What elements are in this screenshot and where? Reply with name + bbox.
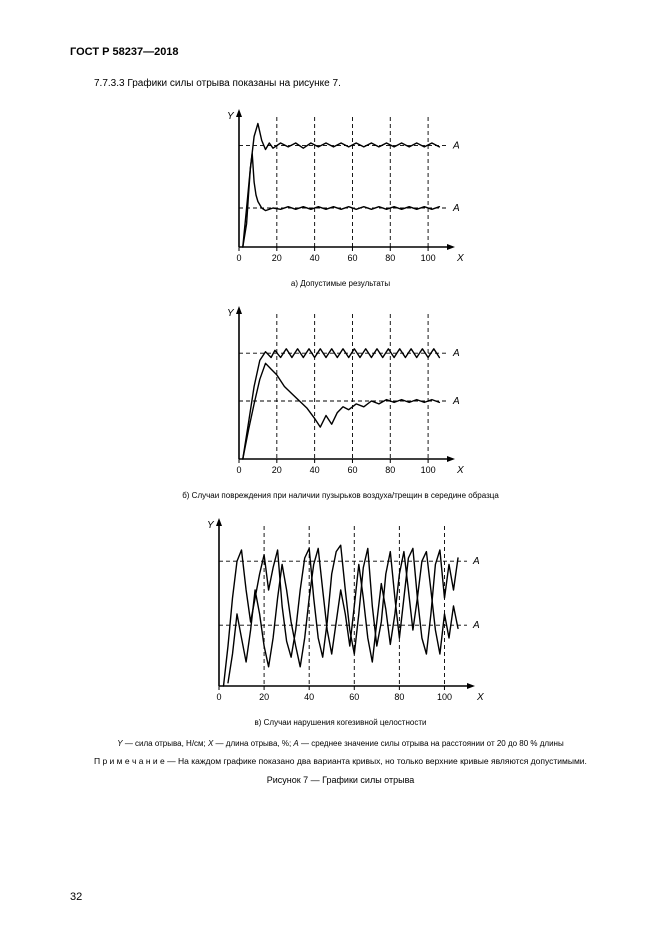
note-text: — На каждом графике показано два вариант… xyxy=(167,756,587,766)
charts-host: A A 0 20 40 60 80 100 Y Xа) Допустимые результаты… xyxy=(70,103,611,727)
x-axis-arrow xyxy=(447,456,455,462)
curve-upper_acceptable xyxy=(242,124,439,248)
x-tick-label: 40 xyxy=(304,692,314,702)
note-label: П р и м е ч а н и е xyxy=(94,756,165,766)
x-tick-label: 0 xyxy=(216,692,221,702)
doc-header: ГОСТ Р 58237—2018 xyxy=(70,46,611,58)
page-number: 32 xyxy=(70,891,82,903)
x-tick-label: 0 xyxy=(236,465,241,475)
x-tick-label: 20 xyxy=(271,253,281,263)
x-tick-label: 40 xyxy=(309,253,319,263)
curve-cohesive1 xyxy=(223,545,458,686)
x-axis-arrow xyxy=(467,683,475,689)
y-axis-label: Y xyxy=(227,111,235,122)
y-axis-label: Y xyxy=(207,520,215,531)
y-axis-arrow xyxy=(236,306,242,314)
x-tick-label: 60 xyxy=(347,253,357,263)
x-tick-label: 100 xyxy=(436,692,451,702)
y-axis-arrow xyxy=(216,518,222,526)
ref-label: A xyxy=(452,203,460,214)
x-tick-label: 40 xyxy=(309,465,319,475)
x-tick-label: 80 xyxy=(385,253,395,263)
figure-title: Рисунок 7 — Графики силы отрыва xyxy=(70,775,611,785)
x-tick-label: 100 xyxy=(420,253,435,263)
ref-label: A xyxy=(472,620,480,631)
curve-lower_damage xyxy=(242,363,439,459)
chart_b: A A 0 20 40 60 80 100 Y X xyxy=(211,300,471,485)
x-tick-label: 100 xyxy=(420,465,435,475)
chart_c: A A 0 20 40 60 80 100 Y X xyxy=(191,512,491,712)
ref-label: A xyxy=(452,396,460,407)
chart-caption: б) Случаи повреждения при наличии пузырь… xyxy=(70,491,611,500)
x-axis-label: X xyxy=(456,465,464,476)
ref-label: A xyxy=(472,556,480,567)
chart-caption: в) Случаи нарушения когезивной целостнос… xyxy=(70,718,611,727)
ref-label: A xyxy=(452,141,460,152)
x-tick-label: 60 xyxy=(347,465,357,475)
x-tick-label: 0 xyxy=(236,253,241,263)
x-tick-label: 20 xyxy=(259,692,269,702)
x-tick-label: 80 xyxy=(394,692,404,702)
x-tick-label: 20 xyxy=(271,465,281,475)
y-axis-arrow xyxy=(236,109,242,117)
section-text: 7.7.3.3 Графики силы отрыва показаны на … xyxy=(70,78,611,89)
ref-label: A xyxy=(452,348,460,359)
x-tick-label: 80 xyxy=(385,465,395,475)
y-axis-label: Y xyxy=(227,308,235,319)
curve-upper_damage xyxy=(242,349,439,459)
x-axis-label: X xyxy=(476,692,484,703)
curve-lower_acceptable xyxy=(242,153,439,247)
note: П р и м е ч а н и е — На каждом графике … xyxy=(70,756,611,767)
chart_a: A A 0 20 40 60 80 100 Y X xyxy=(211,103,471,273)
x-axis-arrow xyxy=(447,244,455,250)
x-axis-label: X xyxy=(456,253,464,264)
chart-caption: а) Допустимые результаты xyxy=(70,279,611,288)
x-tick-label: 60 xyxy=(349,692,359,702)
legend-line: Y — сила отрыва, Н/см; X — длина отрыва,… xyxy=(70,739,611,748)
